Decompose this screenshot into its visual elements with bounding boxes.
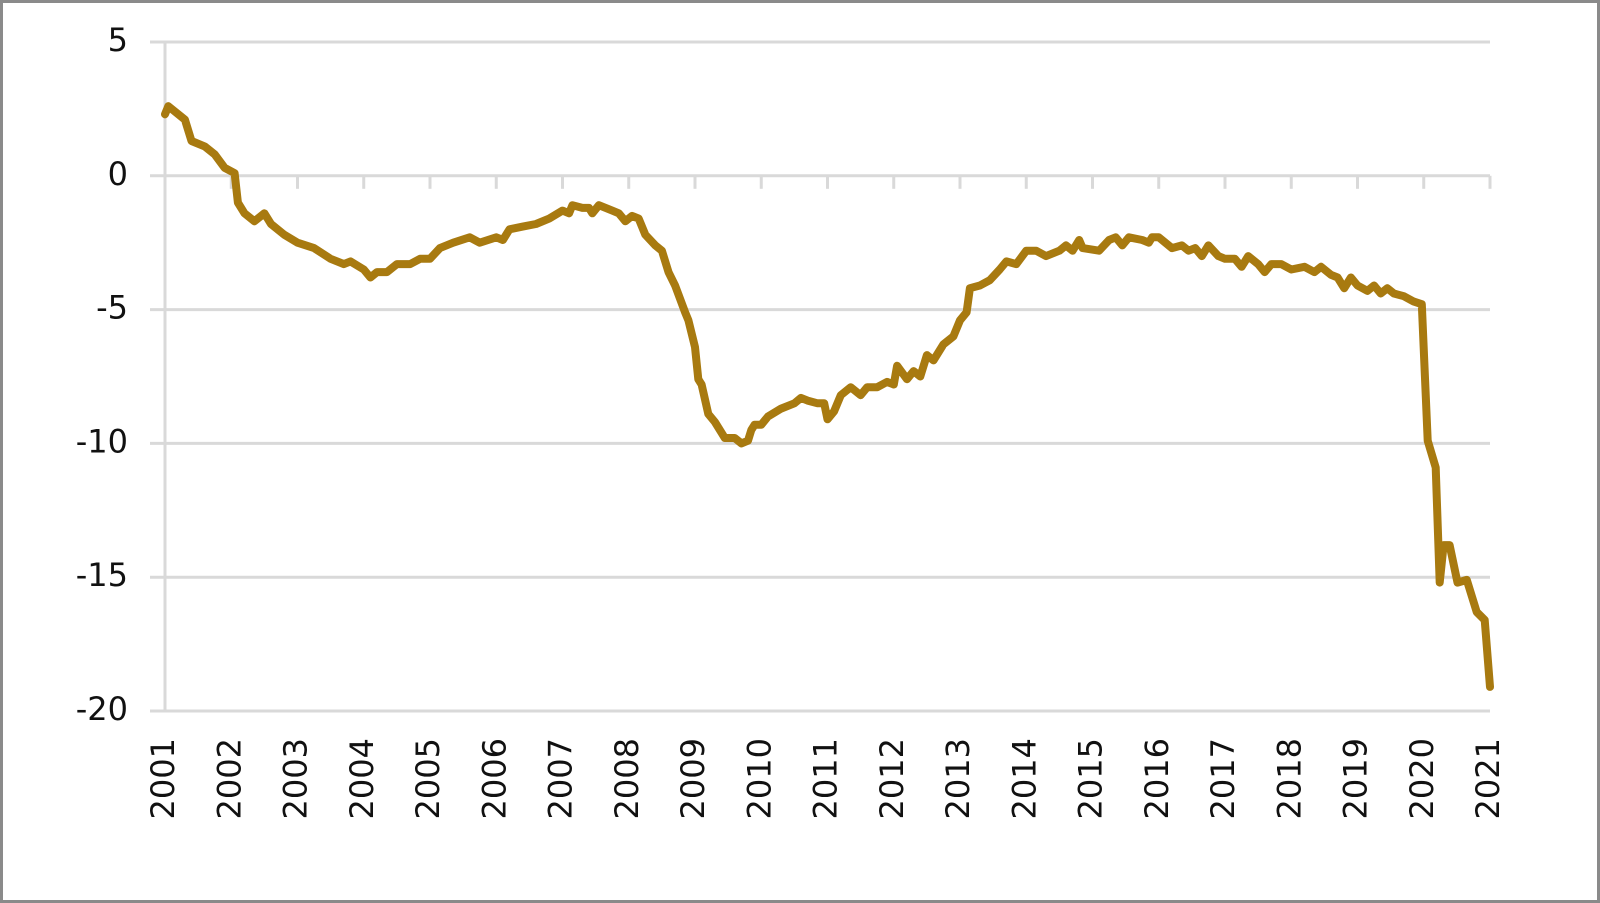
data-line [161, 102, 1494, 691]
x-tick-label: 2014 [1005, 738, 1043, 819]
x-tick-label: 2008 [608, 738, 646, 819]
x-tick-label: 2013 [939, 738, 977, 819]
x-tick-label: 2016 [1138, 738, 1176, 819]
x-tick-label: 2012 [873, 738, 911, 819]
x-tick-label: 2009 [674, 738, 712, 819]
x-tick-label: 2019 [1337, 738, 1375, 819]
x-tick-label: 2007 [542, 738, 580, 819]
x-tick-label: 2010 [740, 738, 778, 819]
y-tick-label: -10 [76, 422, 128, 460]
x-tick-label: 2004 [343, 738, 381, 819]
y-tick-label: -15 [76, 556, 128, 594]
y-tick-label: 5 [108, 21, 128, 59]
y-tick-label: 0 [108, 155, 128, 193]
x-tick-label: 2015 [1072, 738, 1110, 819]
x-tick-label: 2020 [1403, 738, 1441, 819]
x-tick-label: 2003 [277, 738, 315, 819]
x-tick-label: 2005 [409, 738, 447, 819]
x-tick-label: 2018 [1270, 738, 1308, 819]
x-tick-label: 2021 [1469, 738, 1507, 819]
x-tick-label: 2006 [475, 738, 513, 819]
x-tick-label: 2011 [807, 738, 845, 819]
x-tick-label: 2001 [144, 738, 182, 819]
y-tick-label: -5 [96, 289, 128, 327]
x-tick-label: 2002 [210, 738, 248, 819]
y-tick-label: -20 [76, 690, 128, 728]
x-tick-label: 2017 [1204, 738, 1242, 819]
